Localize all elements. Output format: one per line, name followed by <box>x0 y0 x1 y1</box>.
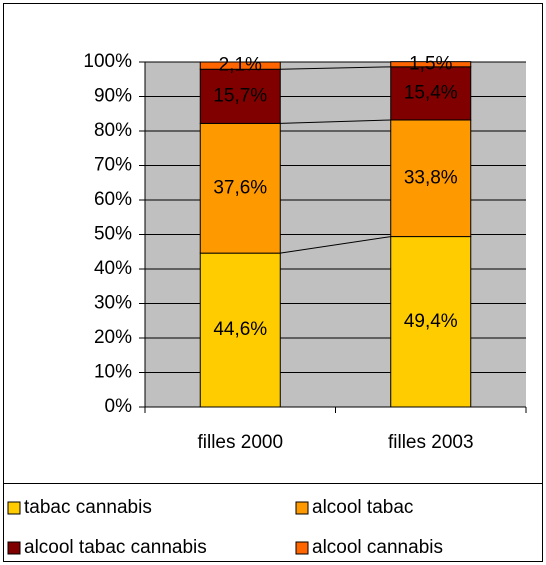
y-tick-label: 90% <box>94 86 132 107</box>
y-tick-label: 50% <box>94 224 132 245</box>
legend-swatch <box>295 541 309 555</box>
bar-segment <box>199 61 281 70</box>
y-tick-label: 0% <box>105 396 133 417</box>
legend-swatch <box>7 541 21 555</box>
y-tick-label: 80% <box>94 120 132 141</box>
y-tick-label: 60% <box>94 189 132 210</box>
y-tick-label: 10% <box>94 362 132 383</box>
y-tick-label: 40% <box>94 258 132 279</box>
y-tick-label: 100% <box>83 51 132 72</box>
x-tick-label: filles 2000 <box>197 432 283 453</box>
bar-segment <box>390 66 472 121</box>
bar-segment <box>390 119 472 238</box>
bar-segment <box>390 236 472 408</box>
series-line <box>280 119 391 124</box>
legend-swatch <box>295 501 309 515</box>
data-label: 33,8% <box>404 167 458 188</box>
legend-label: alcool cannabis <box>312 537 443 558</box>
legend-label: tabac cannabis <box>24 497 152 518</box>
data-label: 1,5% <box>409 53 452 74</box>
data-label: 37,6% <box>213 177 267 198</box>
y-tick-label: 30% <box>94 293 132 314</box>
data-label: 44,6% <box>213 319 267 340</box>
legend-swatch <box>7 501 21 515</box>
bar-segment <box>199 122 281 254</box>
series-line <box>280 236 391 254</box>
y-tick-label: 70% <box>94 155 132 176</box>
data-label: 2,1% <box>219 55 262 76</box>
legend-label: alcool tabac <box>312 497 413 518</box>
bar-segment <box>390 61 472 68</box>
y-tick-label: 20% <box>94 327 132 348</box>
legend-label: alcool tabac cannabis <box>24 537 207 558</box>
x-tick-label: filles 2003 <box>388 432 474 453</box>
data-label: 15,7% <box>213 85 267 106</box>
series-line <box>280 66 391 70</box>
data-label: 49,4% <box>404 311 458 332</box>
data-label: 15,4% <box>404 82 458 103</box>
bar-segment <box>199 252 281 408</box>
